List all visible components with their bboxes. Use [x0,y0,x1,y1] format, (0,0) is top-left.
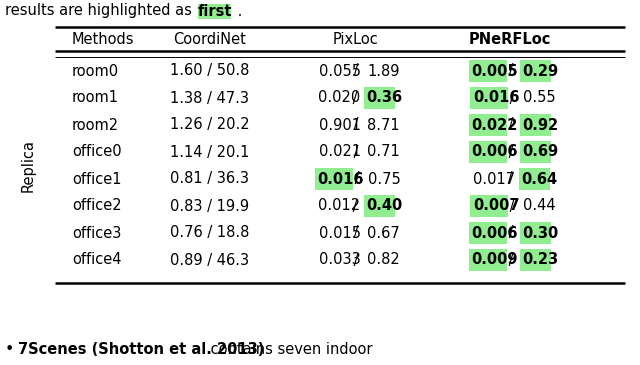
FancyBboxPatch shape [520,60,551,82]
Text: 0.021: 0.021 [319,145,361,160]
Text: •: • [5,342,14,357]
Text: 0.71: 0.71 [367,145,400,160]
Text: 0.006: 0.006 [472,145,518,160]
Text: room2: room2 [72,118,119,132]
FancyBboxPatch shape [518,168,550,190]
FancyBboxPatch shape [470,87,508,109]
Text: office4: office4 [72,253,122,268]
Text: office0: office0 [72,145,122,160]
Text: 0.76 / 18.8: 0.76 / 18.8 [170,226,250,241]
FancyBboxPatch shape [198,4,231,19]
Text: 0.64: 0.64 [521,172,557,187]
Text: 0.016: 0.016 [317,172,364,187]
Text: 0.92: 0.92 [522,118,558,132]
Text: 0.016: 0.016 [473,91,519,105]
Text: /: / [348,199,362,214]
Text: 1.26 / 20.2: 1.26 / 20.2 [170,118,250,132]
Text: office3: office3 [72,226,122,241]
Text: 0.23: 0.23 [522,253,558,268]
Text: PNeRFLoc: PNeRFLoc [469,31,551,46]
Text: /: / [349,253,363,268]
Text: 0.89 / 46.3: 0.89 / 46.3 [170,253,250,268]
Text: 0.055: 0.055 [319,64,361,78]
Text: 7Scenes (Shotton et al. 2013): 7Scenes (Shotton et al. 2013) [18,342,264,357]
FancyBboxPatch shape [469,222,507,244]
Text: 0.006: 0.006 [472,226,518,241]
Text: 0.69: 0.69 [522,145,558,160]
FancyBboxPatch shape [364,87,394,109]
Text: 1.60 / 50.8: 1.60 / 50.8 [170,64,250,78]
Text: 0.022: 0.022 [472,118,518,132]
Text: office2: office2 [72,199,122,214]
Text: /: / [349,145,363,160]
FancyBboxPatch shape [470,195,508,217]
Text: 0.67: 0.67 [367,226,400,241]
Text: /: / [504,118,518,132]
Text: 0.009: 0.009 [472,253,518,268]
Text: 0.30: 0.30 [522,226,559,241]
Text: 0.29: 0.29 [522,64,558,78]
FancyBboxPatch shape [364,195,394,217]
Text: office1: office1 [72,172,122,187]
FancyBboxPatch shape [469,60,507,82]
FancyBboxPatch shape [469,141,507,163]
Text: PixLoc: PixLoc [332,31,378,46]
FancyBboxPatch shape [469,249,507,271]
Text: room0: room0 [72,64,119,78]
Text: .: . [233,4,243,19]
Text: 0.36: 0.36 [366,91,402,105]
Text: /: / [504,253,518,268]
FancyBboxPatch shape [469,114,507,136]
Text: 0.81 / 36.3: 0.81 / 36.3 [170,172,250,187]
Text: 0.005: 0.005 [472,64,518,78]
Text: Methods: Methods [72,31,134,46]
Text: /: / [504,226,518,241]
Text: /: / [504,64,518,78]
Text: results are highlighted as: results are highlighted as [5,4,196,19]
FancyBboxPatch shape [520,141,551,163]
Text: 1.89: 1.89 [367,64,399,78]
Text: /: / [350,172,364,187]
FancyBboxPatch shape [520,249,551,271]
Text: /: / [348,91,362,105]
Text: 8.71: 8.71 [367,118,399,132]
FancyBboxPatch shape [520,114,551,136]
Text: 0.901: 0.901 [319,118,361,132]
Text: 1.14 / 20.1: 1.14 / 20.1 [170,145,250,160]
FancyBboxPatch shape [520,222,551,244]
Text: 0.55: 0.55 [524,91,556,105]
Text: 0.75: 0.75 [368,172,401,187]
Text: /: / [503,172,517,187]
Text: CoordiNet: CoordiNet [173,31,246,46]
Text: 0.020: 0.020 [318,91,360,105]
Text: 0.44: 0.44 [524,199,556,214]
Text: 0.007: 0.007 [473,199,519,214]
Text: /: / [504,145,518,160]
Text: 0.82: 0.82 [367,253,400,268]
Text: /: / [505,199,520,214]
Text: /: / [505,91,520,105]
Text: contains seven indoor: contains seven indoor [207,342,373,357]
FancyBboxPatch shape [316,168,353,190]
Text: 0.83 / 19.9: 0.83 / 19.9 [170,199,250,214]
Text: 0.017: 0.017 [473,172,515,187]
Text: /: / [349,118,363,132]
Text: first: first [197,4,232,19]
Text: 0.012: 0.012 [318,199,360,214]
Text: room1: room1 [72,91,119,105]
Text: 1.38 / 47.3: 1.38 / 47.3 [170,91,250,105]
Text: 0.40: 0.40 [366,199,403,214]
Text: /: / [349,64,363,78]
Text: 0.033: 0.033 [319,253,361,268]
Text: 0.015: 0.015 [319,226,361,241]
Text: Replica: Replica [20,139,35,192]
Text: /: / [349,226,363,241]
